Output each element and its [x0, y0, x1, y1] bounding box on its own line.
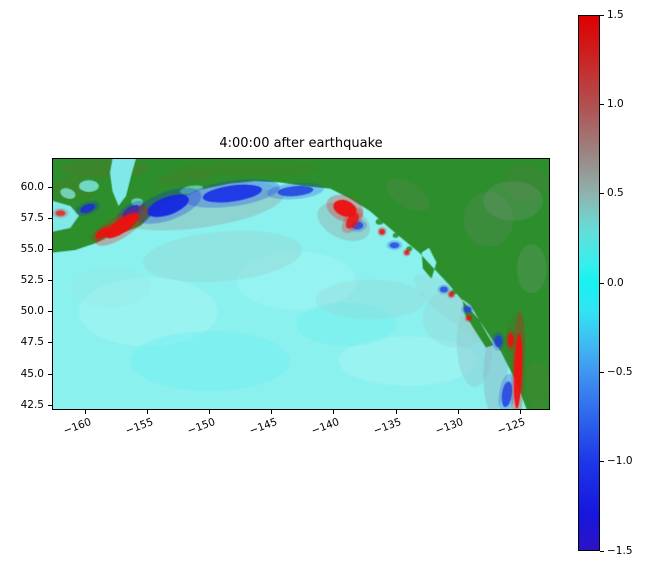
x-tick-label-text: −125 — [496, 416, 528, 438]
colorbar-tick-label: −1.0 — [607, 455, 633, 468]
colorbar-tick-mark — [600, 282, 604, 284]
colorbar-tick-label: 1.5 — [607, 8, 624, 21]
y-tick-label: 45.0 — [20, 367, 44, 380]
y-tick-mark — [48, 249, 52, 251]
colorbar-gradient — [579, 16, 599, 550]
y-tick-mark — [48, 342, 52, 344]
x-tick-mark — [209, 410, 211, 414]
colorbar-tick-label: −0.5 — [607, 365, 633, 378]
colorbar-tick-label: 0.0 — [607, 276, 624, 289]
y-tick-label: 50.0 — [20, 305, 44, 318]
x-tick-label-text: −140 — [309, 416, 342, 438]
y-tick-label: 47.5 — [20, 336, 44, 349]
x-tick-label-text: −135 — [371, 416, 404, 438]
x-tick-mark — [519, 410, 521, 414]
y-tick-label: 42.5 — [20, 398, 44, 411]
heatmap-canvas — [53, 159, 549, 409]
y-tick-mark — [48, 311, 52, 313]
y-tick-mark — [48, 404, 52, 406]
colorbar-tick-label: 0.5 — [607, 187, 624, 200]
y-tick-mark — [48, 280, 52, 282]
x-tick-mark — [271, 410, 273, 414]
colorbar-tick-label: 1.0 — [607, 97, 624, 110]
y-tick-label: 57.5 — [20, 212, 44, 225]
x-tick-label-text: −160 — [61, 416, 93, 438]
y-tick-label: 60.0 — [20, 181, 44, 194]
x-tick-label-text: −145 — [247, 416, 279, 438]
y-tick-label: 55.0 — [20, 243, 44, 256]
y-tick-mark — [48, 373, 52, 375]
chart-title: 4:00:00 after earthquake — [219, 136, 383, 151]
y-tick-label: 52.5 — [20, 274, 44, 287]
x-tick-mark — [333, 410, 335, 414]
colorbar-tick-mark — [600, 461, 604, 463]
colorbar-tick-mark — [600, 193, 604, 195]
colorbar-tick-mark — [600, 550, 604, 552]
colorbar-tick-mark — [600, 371, 604, 373]
x-tick-mark — [147, 410, 149, 414]
x-tick-label-text: −130 — [433, 416, 466, 438]
x-tick-mark — [395, 410, 397, 414]
x-tick-label-text: −150 — [185, 416, 217, 438]
y-tick-mark — [48, 187, 52, 189]
colorbar-tick-mark — [600, 103, 604, 105]
colorbar — [578, 15, 600, 551]
x-tick-mark — [85, 410, 87, 414]
y-tick-mark — [48, 218, 52, 220]
map-axes — [52, 158, 550, 410]
x-tick-mark — [457, 410, 459, 414]
colorbar-tick-mark — [600, 14, 604, 16]
x-tick-label-text: −155 — [123, 416, 155, 438]
colorbar-tick-label: −1.5 — [607, 544, 633, 557]
